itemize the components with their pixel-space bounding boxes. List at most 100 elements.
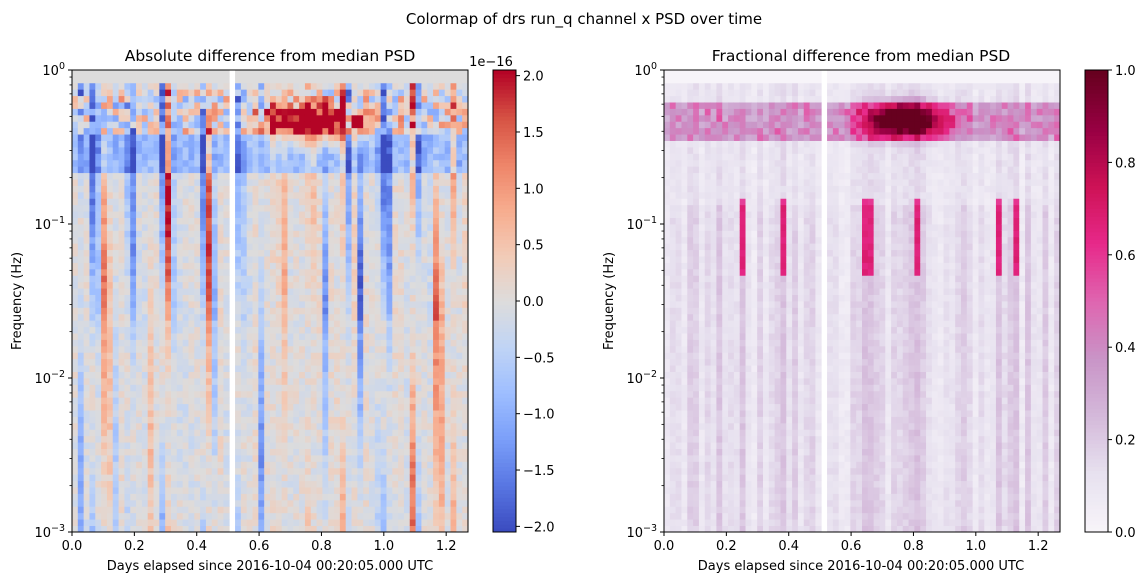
heatmap-cell — [339, 333, 347, 340]
heatmap-cell — [386, 480, 393, 488]
heatmap-cell — [316, 371, 323, 379]
heatmap-cell — [403, 429, 411, 437]
heatmap-cell — [415, 499, 422, 507]
colorbar-segment — [493, 127, 516, 133]
heatmap-cell — [72, 519, 79, 526]
heatmap-cell — [171, 320, 178, 328]
heatmap-cell — [118, 95, 125, 103]
heatmap-cell — [171, 147, 178, 154]
heatmap-cell — [118, 236, 125, 244]
heatmap-cell — [351, 114, 358, 122]
heatmap-cell — [112, 429, 119, 437]
heatmap-cell — [101, 455, 108, 462]
heatmap-cell — [281, 230, 288, 238]
heatmap-cell — [363, 230, 370, 238]
heatmap-cell — [159, 345, 166, 353]
heatmap-cell — [240, 288, 248, 295]
heatmap-cell — [403, 76, 411, 84]
heatmap-cell — [351, 204, 358, 212]
heatmap-cell — [83, 339, 90, 347]
heatmap-cell — [118, 378, 125, 385]
heatmap-cell — [287, 378, 294, 385]
heatmap-cell — [159, 185, 166, 193]
heatmap-cell — [95, 198, 102, 206]
heatmap-cell — [316, 499, 323, 507]
heatmap-cell — [281, 301, 288, 308]
heatmap-cell — [246, 147, 253, 154]
heatmap-cell — [77, 512, 85, 520]
heatmap-cell — [124, 172, 131, 180]
heatmap-cell — [345, 512, 352, 520]
heatmap-cell — [217, 467, 224, 475]
heatmap-cell — [159, 294, 166, 302]
heatmap-cell — [392, 204, 399, 212]
heatmap-cell — [205, 185, 213, 193]
heatmap-cell — [106, 281, 114, 289]
heatmap-cell — [89, 121, 96, 129]
heatmap-cell — [421, 108, 428, 116]
heatmap-cell — [106, 384, 114, 392]
heatmap-cell — [235, 166, 242, 174]
heatmap-cell — [275, 275, 283, 283]
heatmap-cell — [392, 480, 399, 488]
heatmap-cell — [322, 422, 329, 430]
heatmap-cell — [194, 166, 201, 174]
heatmap-cell — [124, 70, 131, 77]
heatmap-cell — [264, 224, 271, 231]
heatmap-cell — [141, 153, 149, 161]
heatmap-cell — [217, 153, 224, 161]
heatmap-cell — [345, 108, 352, 116]
heatmap-cell — [240, 429, 248, 437]
heatmap-cell — [130, 153, 137, 161]
heatmap-cell — [433, 442, 440, 449]
heatmap-cell — [316, 127, 323, 135]
heatmap-cell — [153, 301, 160, 308]
colorbar-segment — [493, 451, 516, 456]
heatmap-cell — [392, 512, 399, 520]
heatmap-cell — [281, 352, 288, 360]
heatmap-cell — [200, 70, 207, 77]
heatmap-cell — [433, 301, 440, 308]
heatmap-cell — [427, 422, 434, 430]
heatmap-cell — [240, 326, 248, 334]
heatmap-cell — [438, 256, 446, 263]
heatmap-cell — [351, 512, 358, 520]
heatmap-cell — [118, 345, 125, 353]
heatmap-cell — [264, 288, 271, 295]
heatmap-cell — [211, 474, 218, 482]
heatmap-cell — [334, 525, 341, 533]
heatmap-cell — [141, 442, 149, 449]
heatmap-cell — [322, 275, 329, 283]
heatmap-cell — [171, 384, 178, 392]
heatmap-cell — [200, 429, 207, 437]
heatmap-cell — [281, 294, 288, 302]
heatmap-cell — [141, 191, 149, 199]
heatmap-cell — [147, 422, 154, 430]
heatmap-cell — [171, 326, 178, 334]
heatmap-cell — [176, 320, 184, 328]
heatmap-cell — [77, 307, 85, 315]
heatmap-cell — [415, 442, 422, 449]
heatmap-cell — [444, 435, 451, 443]
heatmap-cell — [287, 166, 294, 174]
heatmap-cell — [293, 243, 300, 251]
heatmap-cell — [275, 474, 283, 482]
heatmap-cell — [403, 442, 411, 449]
heatmap-cell — [217, 493, 224, 501]
heatmap-cell — [118, 127, 125, 135]
heatmap-cell — [159, 102, 166, 109]
heatmap-cell — [194, 480, 201, 488]
heatmap-cell — [363, 185, 370, 193]
heatmap-cell — [363, 121, 370, 129]
heatmap-cell — [101, 204, 108, 212]
heatmap-cell — [403, 191, 411, 199]
heatmap-cell — [433, 95, 440, 103]
heatmap-cell — [130, 397, 137, 405]
heatmap-cell — [421, 243, 428, 251]
heatmap-cell — [124, 281, 131, 289]
heatmap-cell — [345, 467, 352, 475]
heatmap-cell — [462, 333, 469, 340]
heatmap-cell — [77, 384, 85, 392]
heatmap-cell — [275, 358, 283, 366]
heatmap-cell — [450, 185, 457, 193]
